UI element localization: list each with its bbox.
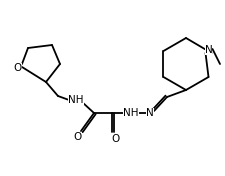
Text: NH: NH [68, 95, 83, 105]
Text: N: N [146, 108, 153, 118]
Text: NH: NH [123, 108, 138, 118]
Text: O: O [14, 63, 22, 73]
Text: O: O [74, 132, 82, 142]
Text: N: N [204, 45, 211, 55]
Text: O: O [111, 134, 120, 144]
